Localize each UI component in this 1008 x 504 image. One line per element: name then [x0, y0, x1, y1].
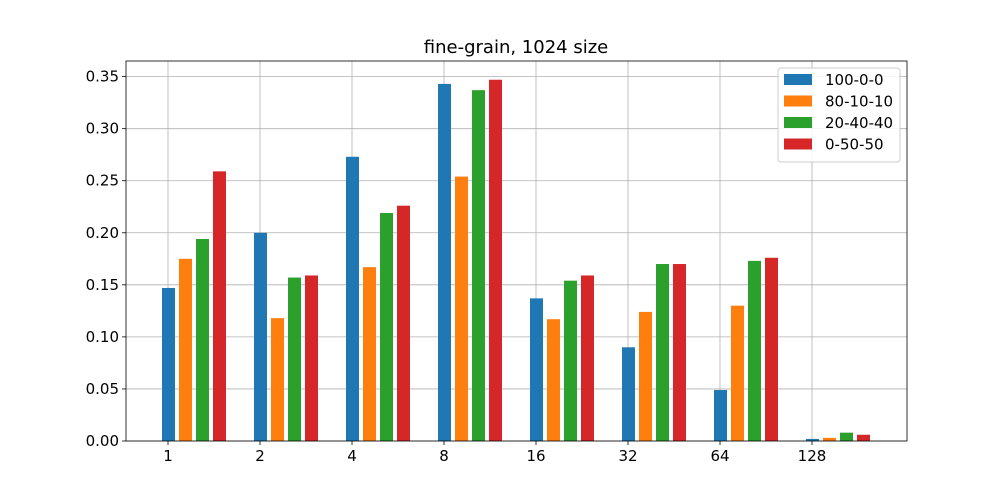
y-tick-label: 0.00: [86, 432, 119, 450]
bar-20-40-40-32: [656, 264, 669, 441]
bar-20-40-40-8: [472, 90, 485, 441]
bar-0-50-50-64: [765, 257, 778, 441]
bar-80-10-10-1: [179, 258, 192, 441]
x-tick-label: 1: [163, 447, 173, 465]
x-tick-label: 8: [439, 447, 449, 465]
legend-swatch: [784, 74, 812, 85]
bar-80-10-10-4: [363, 267, 376, 441]
bar-100-0-0-32: [622, 347, 635, 441]
bar-0-50-50-128: [857, 434, 870, 441]
bar-0-50-50-2: [305, 275, 318, 441]
bar-100-0-0-2: [254, 232, 267, 441]
bar-20-40-40-2: [288, 277, 301, 441]
x-tick-label: 16: [526, 447, 545, 465]
legend-swatch: [784, 95, 812, 107]
axes: 0.00 0.05 0.10 0.15 0.20 0.25 0.30 0.35 1 2 4 8 16 32…: [86, 60, 908, 465]
y-tick-label: 0.25: [86, 172, 119, 190]
bar-100-0-0-1: [162, 287, 175, 441]
y-tick-label: 0.20: [86, 224, 119, 242]
bar-100-0-0-4: [346, 156, 359, 441]
bar-20-40-40-128: [840, 432, 853, 441]
bar-20-40-40-4: [380, 213, 393, 441]
bar-20-40-40-64: [748, 260, 761, 441]
x-tick-label: 32: [618, 447, 637, 465]
chart-title: fine-grain, 1024 size: [424, 37, 608, 58]
legend-label: 0-50-50: [825, 136, 884, 154]
y-tick-label: 0.15: [86, 276, 119, 294]
bar-80-10-10-8: [455, 176, 468, 441]
bar-0-50-50-8: [489, 79, 502, 442]
y-tick-label: 0.35: [86, 68, 119, 86]
bar-100-0-0-16: [530, 298, 543, 441]
bar-80-10-10-128: [823, 437, 836, 441]
y-tick-label: 0.05: [86, 380, 119, 398]
bar-0-50-50-4: [397, 205, 410, 441]
bar-20-40-40-16: [564, 280, 577, 441]
legend-swatch: [784, 117, 812, 128]
bar-80-10-10-2: [271, 318, 284, 441]
bar-0-50-50-32: [673, 264, 686, 441]
bar-20-40-40-1: [196, 239, 209, 441]
bar-0-50-50-1: [213, 171, 226, 441]
plot-frame: [125, 60, 908, 442]
bar-100-0-0-8: [438, 83, 451, 441]
x-tick-label: 128: [798, 447, 827, 465]
legend-label: 80-10-10: [825, 93, 893, 111]
bar-80-10-10-64: [731, 305, 744, 441]
legend-swatch: [784, 138, 812, 150]
x-tick-label: 4: [347, 447, 357, 465]
bar-80-10-10-32: [639, 311, 652, 441]
y-tick-label: 0.10: [86, 328, 119, 346]
legend-label: 20-40-40: [825, 114, 893, 132]
x-tick-label: 64: [710, 447, 729, 465]
y-tick-label: 0.30: [86, 120, 119, 138]
legend: 100-0-0 80-10-10 20-40-40 0-50-50: [777, 67, 901, 163]
bar-0-50-50-16: [581, 275, 594, 441]
bar-100-0-0-128: [806, 438, 819, 441]
bars: [162, 79, 870, 442]
x-tick-label: 2: [255, 447, 265, 465]
legend-label: 100-0-0: [825, 71, 884, 89]
bar-100-0-0-64: [714, 389, 727, 441]
bar-80-10-10-16: [547, 319, 560, 441]
